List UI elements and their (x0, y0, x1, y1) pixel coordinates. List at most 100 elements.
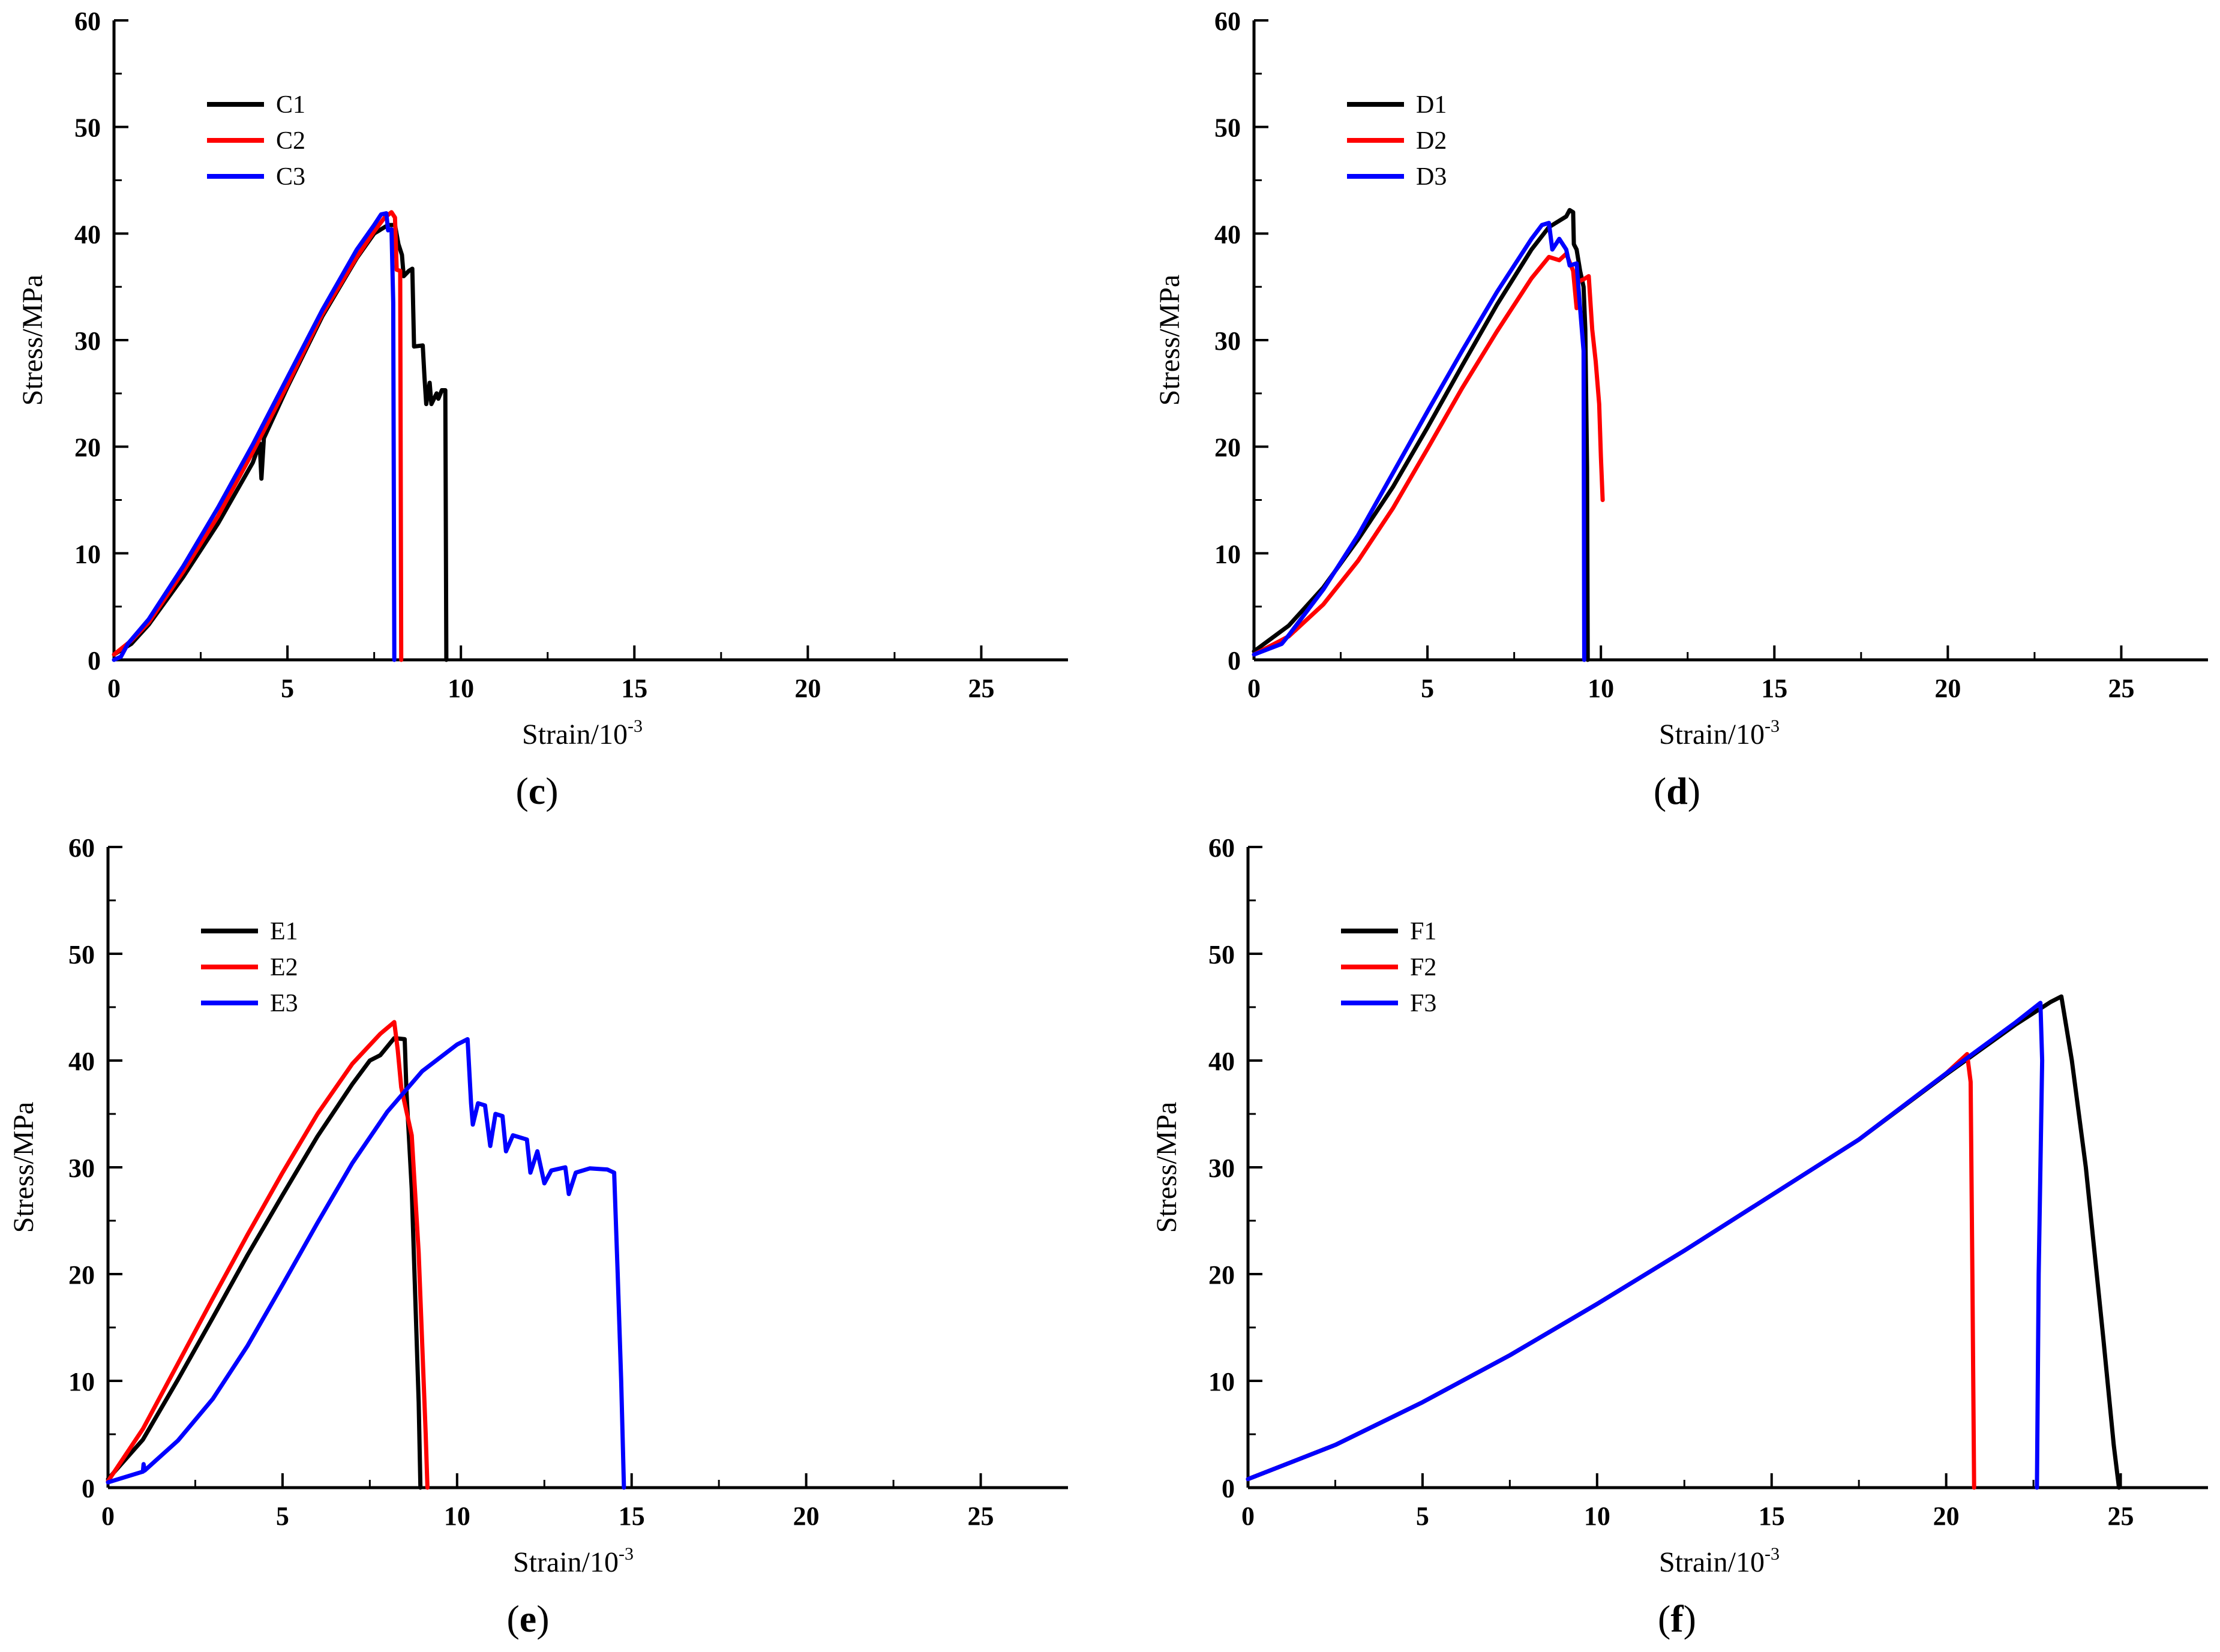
panel-caption-close: ) (536, 1597, 549, 1640)
y-tick-label: 0 (1222, 1474, 1235, 1503)
y-axis-label: Stress/MPa (17, 275, 49, 406)
x-tick-label: 15 (621, 674, 647, 703)
series-line-D2 (1252, 251, 1605, 657)
y-tick-label: 60 (1208, 833, 1235, 863)
y-tick-label: 30 (1208, 1154, 1235, 1183)
x-tick-label: 20 (793, 1501, 820, 1531)
x-tick-label: 10 (448, 674, 474, 703)
series-line-E3 (106, 1037, 626, 1490)
x-axis-label-base: Strain/10 (1659, 719, 1765, 750)
panel-caption-close: ) (545, 770, 558, 812)
panel-caption-open: ( (1654, 770, 1666, 812)
x-tick-label: 0 (107, 674, 121, 703)
x-axis-label: Strain/10-3 (1659, 1544, 1780, 1578)
x-axis-label: Strain/10-3 (1659, 716, 1780, 750)
x-tick-label: 0 (101, 1501, 115, 1531)
panel-caption-close: ) (1688, 770, 1700, 812)
y-tick-label: 30 (74, 326, 101, 356)
y-tick-label: 60 (1214, 7, 1241, 36)
series-line-E2 (106, 1020, 430, 1490)
x-tick-label: 5 (281, 674, 294, 703)
chart-panel-c: 0 5 10 15 20 25 0 10 20 30 40 50 60 C1 C2 C3 Stress/MPa S… (17, 7, 1068, 812)
x-axis-label: Strain/10-3 (522, 716, 643, 750)
panel-caption: (d) (1654, 770, 1700, 812)
y-tick-label: 30 (68, 1154, 95, 1183)
x-axis-label-exponent: -3 (1765, 716, 1780, 736)
panel-caption: (c) (515, 770, 558, 812)
y-tick-label: 10 (1208, 1367, 1235, 1396)
x-tick-label: 25 (968, 674, 994, 703)
legend-label-E1: E1 (270, 918, 298, 945)
series-line-F1 (1246, 994, 2122, 1490)
panel-caption-letter: f (1670, 1597, 1684, 1640)
y-tick-label: 10 (1214, 539, 1241, 569)
y-tick-label: 10 (68, 1367, 95, 1396)
y-tick-label: 50 (1214, 113, 1241, 143)
panel-caption: (e) (506, 1597, 549, 1640)
panel-caption-letter: e (520, 1597, 536, 1640)
x-tick-label: 15 (1759, 1501, 1785, 1531)
panel-caption-letter: c (529, 770, 545, 812)
series-line-C2 (112, 210, 404, 662)
legend-label-D2: D2 (1416, 127, 1447, 155)
y-tick-label: 10 (74, 539, 101, 569)
x-tick-label: 0 (1241, 1501, 1255, 1531)
y-tick-label: 20 (68, 1260, 95, 1290)
legend-label-E3: E3 (270, 990, 298, 1017)
x-axis-label: Strain/10-3 (513, 1544, 634, 1578)
x-tick-label: 5 (276, 1501, 289, 1531)
y-axis-label: Stress/MPa (1154, 275, 1186, 406)
x-axis-label-base: Strain/10 (513, 1546, 619, 1578)
x-tick-label: 25 (968, 1501, 994, 1531)
legend-label-E2: E2 (270, 954, 298, 981)
y-tick-label: 60 (68, 833, 95, 863)
x-tick-label: 0 (1247, 674, 1261, 703)
y-tick-label: 40 (1208, 1047, 1235, 1076)
y-axis-label: Stress/MPa (1151, 1102, 1183, 1233)
legend-label-C1: C1 (276, 91, 305, 119)
x-tick-label: 25 (2108, 674, 2134, 703)
chart-panel-e: 0 5 10 15 20 25 0 10 20 30 40 50 60 E1 E2 E3 Stress/MPa S… (8, 833, 1068, 1640)
series-line-D1 (1252, 208, 1590, 662)
y-tick-label: 60 (74, 7, 101, 36)
series-line-C3 (112, 211, 397, 662)
y-tick-label: 40 (74, 220, 101, 249)
y-tick-label: 0 (88, 646, 101, 675)
x-axis-label-base: Strain/10 (1659, 1546, 1765, 1578)
x-tick-label: 15 (1761, 674, 1787, 703)
y-tick-label: 40 (1214, 220, 1241, 249)
legend-label-C3: C3 (276, 163, 305, 191)
x-axis-label-exponent: -3 (1765, 1544, 1780, 1564)
x-axis-label-base: Strain/10 (522, 719, 628, 750)
y-tick-label: 0 (82, 1474, 95, 1503)
panel-caption-open: ( (506, 1597, 519, 1640)
legend-label-F3: F3 (1410, 990, 1436, 1017)
x-tick-label: 10 (444, 1501, 470, 1531)
legend-label-F1: F1 (1410, 918, 1436, 945)
y-tick-label: 20 (74, 433, 101, 462)
x-tick-label: 5 (1416, 1501, 1429, 1531)
x-axis-label-exponent: -3 (628, 716, 643, 736)
x-tick-label: 5 (1421, 674, 1434, 703)
chart-panel-f: 0 5 10 15 20 25 0 10 20 30 40 50 60 F1 F2 F3 Stress/MPa S… (1151, 833, 2208, 1640)
panel-caption: (f) (1658, 1597, 1696, 1640)
y-tick-label: 20 (1214, 433, 1241, 462)
legend-label-F2: F2 (1410, 954, 1436, 981)
x-tick-label: 10 (1584, 1501, 1610, 1531)
chart-panel-d: 0 5 10 15 20 25 0 10 20 30 40 50 60 D1 D2 D3 Stress/MPa S… (1154, 7, 2208, 812)
y-tick-label: 40 (68, 1047, 95, 1076)
series-line-F3 (1246, 1001, 2045, 1490)
y-tick-label: 30 (1214, 326, 1241, 356)
y-tick-label: 50 (1208, 940, 1235, 969)
x-tick-label: 20 (1933, 1501, 1960, 1531)
panel-caption-letter: d (1666, 770, 1688, 812)
legend-label-D3: D3 (1416, 163, 1447, 191)
x-tick-label: 10 (1588, 674, 1614, 703)
y-tick-label: 50 (74, 113, 101, 143)
y-tick-label: 20 (1208, 1260, 1235, 1290)
series-line-F2 (1246, 1052, 1976, 1490)
x-tick-label: 20 (794, 674, 821, 703)
legend-label-C2: C2 (276, 127, 305, 155)
y-tick-label: 0 (1228, 646, 1241, 675)
